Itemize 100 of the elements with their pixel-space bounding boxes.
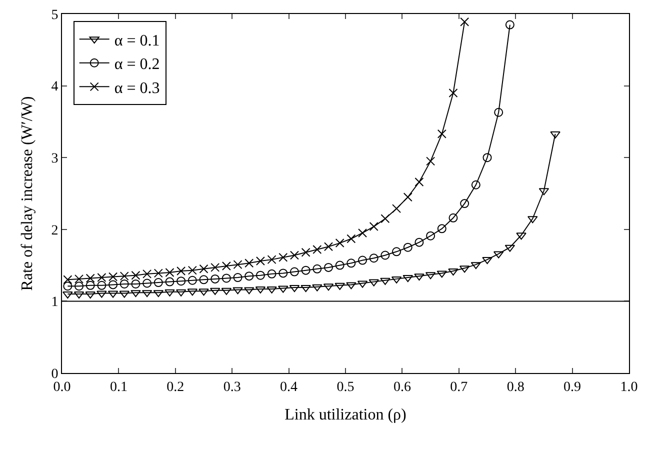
legend-label: α = 0.2 [114,56,160,74]
point [392,204,402,214]
point [346,282,356,290]
point [334,282,345,290]
y-tick-label: 0 [51,366,58,382]
point [119,290,130,298]
point [74,282,84,291]
point [85,292,96,299]
point [120,272,129,281]
point [198,288,209,296]
point [369,222,378,232]
point [120,279,129,288]
point [267,269,276,278]
point [130,290,141,298]
y-tick-label: 2 [51,223,58,238]
x-tick-label: 1.0 [620,380,638,395]
point [494,108,504,117]
point [62,292,73,299]
point [131,270,140,280]
point [97,280,106,290]
point [482,153,492,162]
x-tick-label: 0.1 [110,380,128,395]
x-tick-label: 0.2 [166,380,184,395]
point [131,279,140,288]
x-tick-label: 0.8 [506,380,524,395]
point [278,268,288,278]
point [312,245,322,254]
point [199,275,208,284]
point [210,262,220,272]
legend-label: α = 0.1 [114,32,160,50]
point [142,269,152,278]
point [482,257,492,264]
point [414,238,424,247]
x-tick-label: 0.7 [450,380,468,395]
point [358,228,368,238]
point [176,266,186,276]
point [312,264,322,274]
y-tick-label: 5 [51,8,58,23]
point [335,260,344,270]
point [505,20,514,30]
point [426,231,436,240]
point [380,250,390,260]
point [233,273,242,282]
point [437,224,446,234]
point [301,248,310,257]
point [471,180,480,190]
point [165,277,174,286]
x-tick-label: 0.6 [393,380,411,395]
point [460,17,470,26]
point [392,247,402,256]
point [278,252,288,262]
point [74,274,84,284]
y-tick-label: 1 [51,295,58,310]
point [244,258,254,268]
point [448,268,458,276]
point [437,129,446,138]
legend-label: α = 0.3 [114,80,160,97]
point [96,290,107,298]
point [176,276,186,286]
point [210,274,220,284]
point [86,280,95,290]
point [290,250,299,260]
x-tick-label: 0.9 [564,380,582,395]
point [358,256,368,265]
x-axis-title: Link utilization (ρ) [284,406,406,424]
point [266,286,277,294]
point [414,178,424,187]
point [222,274,231,283]
point [460,199,470,208]
point [154,278,163,288]
point [278,286,288,293]
point [267,255,276,264]
point [188,266,197,275]
point [403,192,412,202]
point [335,238,344,248]
point [380,278,390,285]
point [369,254,378,263]
point [312,284,322,292]
point [346,258,356,268]
point [108,280,118,290]
point [164,289,175,296]
point [290,267,299,276]
point [232,287,243,294]
point [222,262,231,271]
point [324,262,333,272]
point [448,213,458,222]
point [403,242,412,252]
y-axis-title: Rate of delay increase (W′/W) [19,96,36,291]
point [108,272,118,282]
point [516,232,526,240]
point [97,273,106,282]
y-tick-label: 4 [51,80,58,95]
x-tick-label: 0.4 [280,380,298,395]
point [368,279,379,286]
point [233,260,242,270]
point [402,275,413,282]
point [199,264,208,274]
point [86,274,95,283]
point [346,234,356,244]
point [244,272,254,281]
